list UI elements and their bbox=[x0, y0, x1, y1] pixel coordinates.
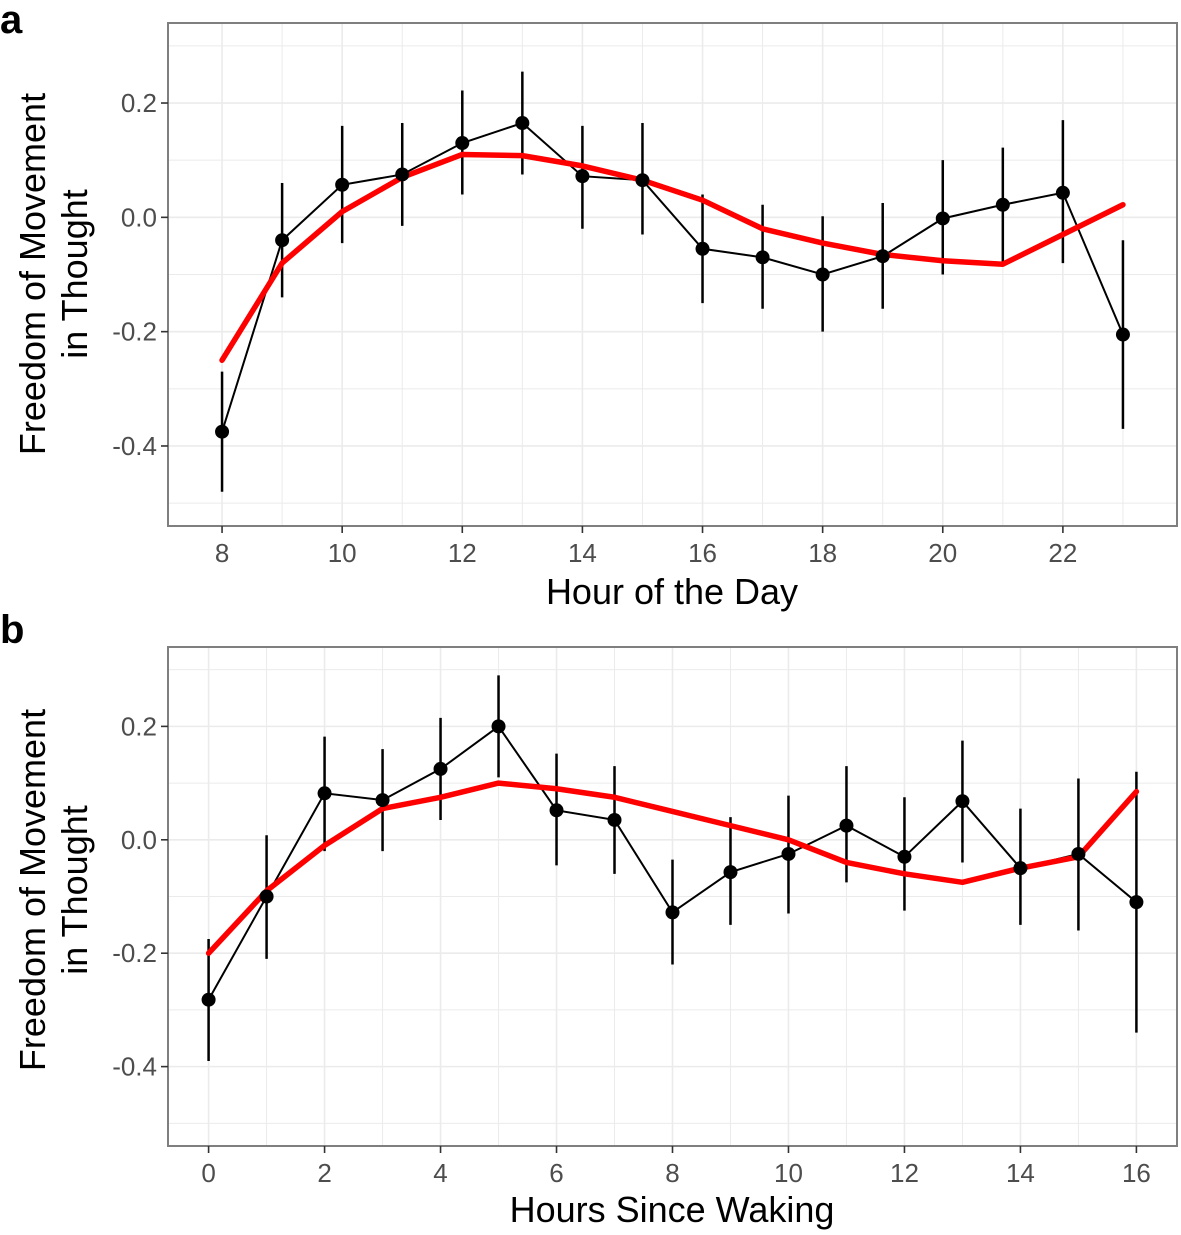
x-tick-label: 16 bbox=[688, 538, 717, 568]
data-point bbox=[515, 116, 530, 131]
data-point bbox=[815, 267, 830, 282]
y-tick-label: -0.4 bbox=[112, 1052, 157, 1082]
y-tick-label: 0.2 bbox=[121, 711, 157, 741]
panel-b-series bbox=[201, 675, 1144, 1061]
data-point bbox=[275, 233, 290, 248]
panel-a-y-ticks: -0.4 -0.2 0.0 0.2 bbox=[112, 88, 168, 461]
data-point bbox=[317, 786, 332, 801]
panel-a-x-ticks: 8 10 12 14 16 18 20 22 bbox=[215, 526, 1077, 568]
x-tick-label: 12 bbox=[890, 1158, 919, 1188]
panel-a-x-axis-title: Hour of the Day bbox=[546, 571, 798, 612]
data-point bbox=[549, 803, 564, 818]
data-point bbox=[1129, 895, 1144, 910]
x-tick-label: 16 bbox=[1122, 1158, 1151, 1188]
panel-a-plot-border bbox=[167, 22, 1178, 527]
data-point bbox=[335, 177, 350, 192]
x-tick-label: 12 bbox=[448, 538, 477, 568]
panel-b-y-axis-title-line2: in Thought bbox=[54, 805, 95, 974]
x-tick-label: 4 bbox=[433, 1158, 447, 1188]
data-point bbox=[635, 173, 650, 188]
observed-series-line bbox=[221, 121, 1124, 432]
data-point bbox=[897, 849, 912, 864]
data-point bbox=[665, 905, 680, 920]
x-tick-label: 10 bbox=[774, 1158, 803, 1188]
data-point bbox=[955, 794, 970, 809]
data-point bbox=[259, 889, 274, 904]
data-point bbox=[491, 719, 506, 734]
panel-a-series bbox=[215, 71, 1130, 492]
data-point bbox=[755, 250, 770, 265]
panel-b-letter: b bbox=[0, 608, 24, 652]
panel-b-y-ticks: -0.4 -0.2 0.0 0.2 bbox=[112, 711, 168, 1082]
panel-a: a -0.4 -0.2 0.0 0.2 8 10 12 14 16 18 20 22 Hour of… bbox=[0, 0, 1178, 612]
data-point bbox=[723, 865, 738, 880]
y-tick-label: 0.0 bbox=[121, 825, 157, 855]
data-point bbox=[607, 812, 622, 827]
x-tick-label: 14 bbox=[1006, 1158, 1035, 1188]
trend-series-line bbox=[219, 151, 1126, 363]
x-tick-label: 14 bbox=[568, 538, 597, 568]
panel-b-x-axis-title: Hours Since Waking bbox=[510, 1189, 835, 1230]
data-point bbox=[575, 169, 590, 184]
x-tick-label: 22 bbox=[1048, 538, 1077, 568]
x-tick-label: 8 bbox=[215, 538, 229, 568]
y-tick-label: 0.2 bbox=[121, 88, 157, 118]
x-tick-label: 8 bbox=[665, 1158, 679, 1188]
data-point bbox=[1071, 846, 1086, 861]
panel-a-y-axis-title-line1: Freedom of Movement bbox=[12, 93, 53, 455]
y-tick-label: -0.2 bbox=[112, 317, 157, 347]
data-point bbox=[375, 793, 390, 808]
data-point bbox=[215, 424, 230, 439]
y-tick-label: 0.0 bbox=[121, 202, 157, 232]
x-tick-label: 6 bbox=[549, 1158, 563, 1188]
data-point bbox=[1013, 861, 1028, 876]
panel-b-y-axis-title-line1: Freedom of Movement bbox=[12, 709, 53, 1071]
trend-series-line bbox=[205, 780, 1140, 956]
x-tick-label: 20 bbox=[928, 538, 957, 568]
panel-b-x-ticks: 0 2 4 6 8 10 12 14 16 bbox=[201, 1146, 1151, 1188]
data-point bbox=[395, 167, 410, 182]
data-point bbox=[995, 197, 1010, 212]
x-tick-label: 10 bbox=[328, 538, 357, 568]
data-point bbox=[875, 249, 890, 264]
data-point bbox=[1055, 185, 1070, 200]
data-point bbox=[1115, 327, 1130, 342]
panel-a-y-axis-title-line2: in Thought bbox=[54, 189, 95, 358]
y-tick-label: -0.4 bbox=[112, 431, 157, 461]
panel-b: b -0.4 -0.2 0.0 0.2 0 2 4 6 8 10 12 14 16 Hours Sin… bbox=[0, 608, 1178, 1230]
x-tick-label: 18 bbox=[808, 538, 837, 568]
data-point bbox=[935, 211, 950, 226]
data-point bbox=[695, 241, 710, 256]
x-tick-label: 0 bbox=[201, 1158, 215, 1188]
y-tick-label: -0.2 bbox=[112, 938, 157, 968]
data-point bbox=[781, 846, 796, 861]
data-point bbox=[839, 818, 854, 833]
data-point bbox=[201, 992, 216, 1007]
data-point bbox=[433, 761, 448, 776]
x-tick-label: 2 bbox=[317, 1158, 331, 1188]
data-point bbox=[455, 136, 470, 151]
panel-a-letter: a bbox=[0, 0, 23, 42]
